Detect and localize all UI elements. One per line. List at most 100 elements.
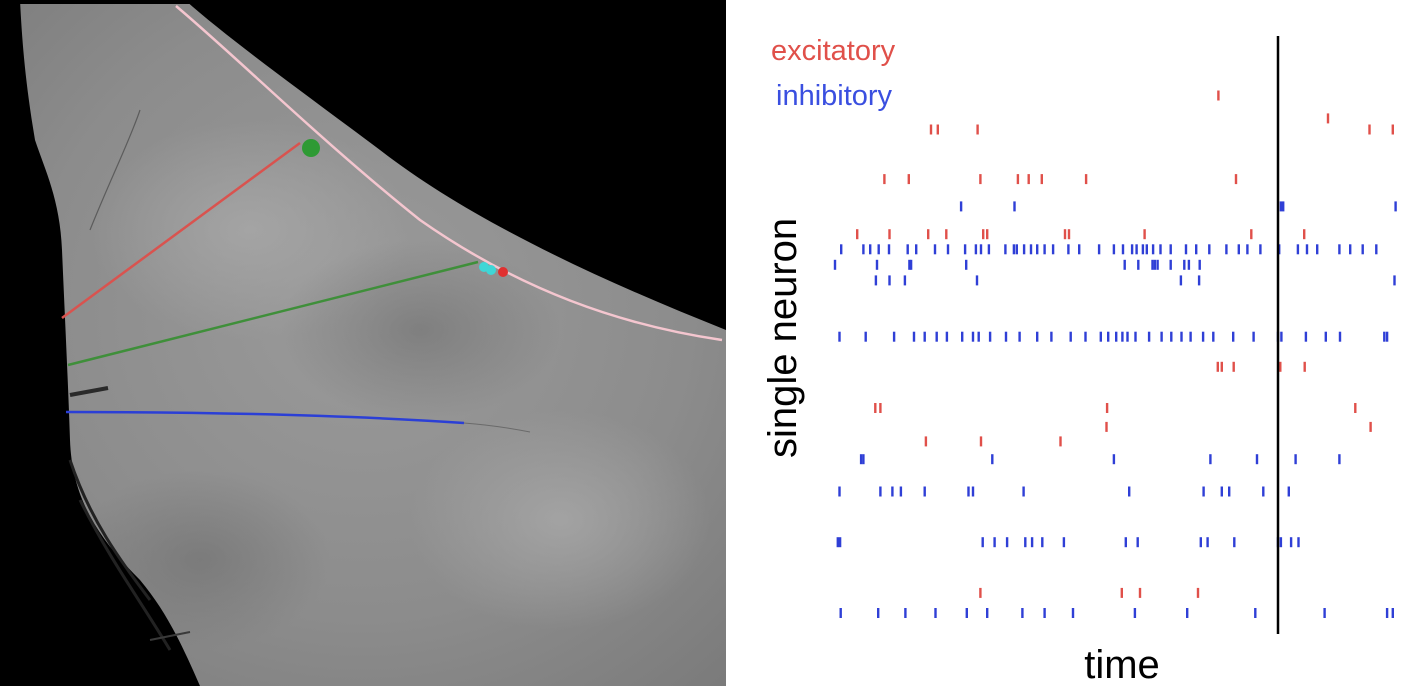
spike-inhibitory xyxy=(1294,454,1297,465)
spike-inhibitory xyxy=(1156,259,1159,270)
spike-excitatory xyxy=(976,124,979,135)
spike-inhibitory xyxy=(1316,244,1319,255)
spike-inhibitory xyxy=(1062,537,1066,548)
spike-inhibitory xyxy=(1385,331,1389,342)
object-edge-highlight xyxy=(175,5,723,342)
spike-inhibitory xyxy=(1123,259,1126,270)
spike-inhibitory xyxy=(838,331,841,342)
spike-inhibitory xyxy=(1004,244,1007,255)
spike-inhibitory xyxy=(904,608,907,618)
snout-silhouette xyxy=(0,0,200,686)
spike-inhibitory xyxy=(888,275,891,286)
spike-excitatory xyxy=(907,174,910,185)
spike-inhibitory xyxy=(986,608,989,618)
object-edge xyxy=(172,0,726,330)
spike-inhibitory xyxy=(1121,244,1125,255)
contact-marker-cyan xyxy=(486,265,496,275)
tracked-whisker-red xyxy=(61,141,301,320)
spike-inhibitory xyxy=(1255,454,1259,465)
spike-inhibitory xyxy=(887,244,891,255)
legend-inhibitory: inhibitory xyxy=(776,80,893,112)
spike-inhibitory xyxy=(1115,331,1118,342)
spike-inhibitory xyxy=(1246,244,1249,255)
spike-inhibitory xyxy=(836,537,839,548)
spike-inhibitory xyxy=(1287,486,1290,497)
spike-inhibitory xyxy=(838,537,842,548)
spike-inhibitory xyxy=(1349,244,1352,255)
spike-inhibitory xyxy=(1225,244,1228,255)
spike-excitatory xyxy=(1368,124,1371,135)
spike-inhibitory xyxy=(912,331,916,342)
faint-whisker xyxy=(89,109,141,231)
spike-inhibitory xyxy=(1136,537,1139,548)
edge-strip-top xyxy=(0,0,726,4)
spike-excitatory xyxy=(927,229,930,240)
spike-inhibitory xyxy=(1296,244,1300,255)
spike-inhibitory xyxy=(1375,244,1378,255)
spike-inhibitory xyxy=(923,486,926,497)
spike-inhibitory xyxy=(933,244,937,255)
spike-inhibitory xyxy=(979,244,983,255)
spike-inhibitory xyxy=(959,201,963,212)
spike-inhibitory xyxy=(1391,608,1394,618)
spike-inhibitory xyxy=(1385,608,1389,618)
spike-excitatory xyxy=(1027,174,1030,185)
spike-excitatory xyxy=(1250,229,1253,240)
spike-inhibitory xyxy=(915,244,918,255)
spike-inhibitory xyxy=(1187,259,1191,270)
spike-inhibitory xyxy=(1107,331,1110,342)
spike-inhibitory xyxy=(971,486,975,497)
spike-inhibitory xyxy=(1128,486,1131,497)
spike-inhibitory xyxy=(1394,201,1397,212)
spike-excitatory xyxy=(1084,174,1088,185)
spike-inhibitory xyxy=(1141,244,1145,255)
spike-inhibitory xyxy=(1012,244,1016,255)
spike-inhibitory xyxy=(1112,454,1116,465)
spike-excitatory xyxy=(1059,436,1062,447)
spike-inhibitory xyxy=(1067,244,1070,255)
spike-inhibitory xyxy=(1338,244,1341,255)
spike-inhibitory xyxy=(1183,259,1186,270)
spike-inhibitory xyxy=(1078,244,1081,255)
spike-inhibitory xyxy=(1018,331,1021,342)
spike-excitatory xyxy=(879,403,882,413)
spike-inhibitory xyxy=(1324,331,1327,342)
tracked-whisker-blue xyxy=(65,410,465,425)
spike-inhibitory xyxy=(891,486,894,497)
snout-fur xyxy=(68,459,172,651)
spike-inhibitory xyxy=(1030,537,1034,548)
spike-inhibitory xyxy=(1383,331,1386,342)
spike-inhibitory xyxy=(991,454,994,465)
spike-excitatory xyxy=(936,124,939,135)
spike-inhibitory xyxy=(1169,244,1172,255)
spike-excitatory xyxy=(979,587,982,598)
spike-inhibitory xyxy=(1259,244,1262,255)
spike-inhibitory xyxy=(1069,331,1072,342)
spike-inhibitory xyxy=(839,608,842,618)
spike-inhibitory xyxy=(1280,331,1283,342)
spike-inhibitory xyxy=(864,331,867,342)
spike-inhibitory xyxy=(1393,275,1396,286)
spike-inhibitory xyxy=(909,259,913,270)
spike-inhibitory xyxy=(1151,259,1154,270)
spike-raster-chart: excitatory inhibitory single neuron time xyxy=(761,35,1397,687)
spike-inhibitory xyxy=(1186,608,1189,618)
spike-inhibitory xyxy=(946,244,950,255)
spike-inhibitory xyxy=(1206,537,1209,548)
spike-inhibitory xyxy=(1169,259,1172,270)
spike-marks xyxy=(833,90,1397,618)
spike-excitatory xyxy=(982,229,985,240)
tracked-whisker-green xyxy=(67,260,479,367)
spike-excitatory xyxy=(1016,174,1020,185)
spike-excitatory xyxy=(1391,124,1394,135)
spike-inhibitory xyxy=(1254,608,1257,618)
spike-inhibitory xyxy=(1279,201,1283,212)
spike-inhibitory xyxy=(874,275,878,286)
spike-inhibitory xyxy=(1197,275,1201,286)
spike-inhibitory xyxy=(1304,331,1308,342)
spike-inhibitory xyxy=(1208,244,1211,255)
spike-excitatory xyxy=(1326,113,1330,124)
spike-excitatory xyxy=(1105,421,1108,432)
spike-inhibitory xyxy=(1043,244,1046,255)
